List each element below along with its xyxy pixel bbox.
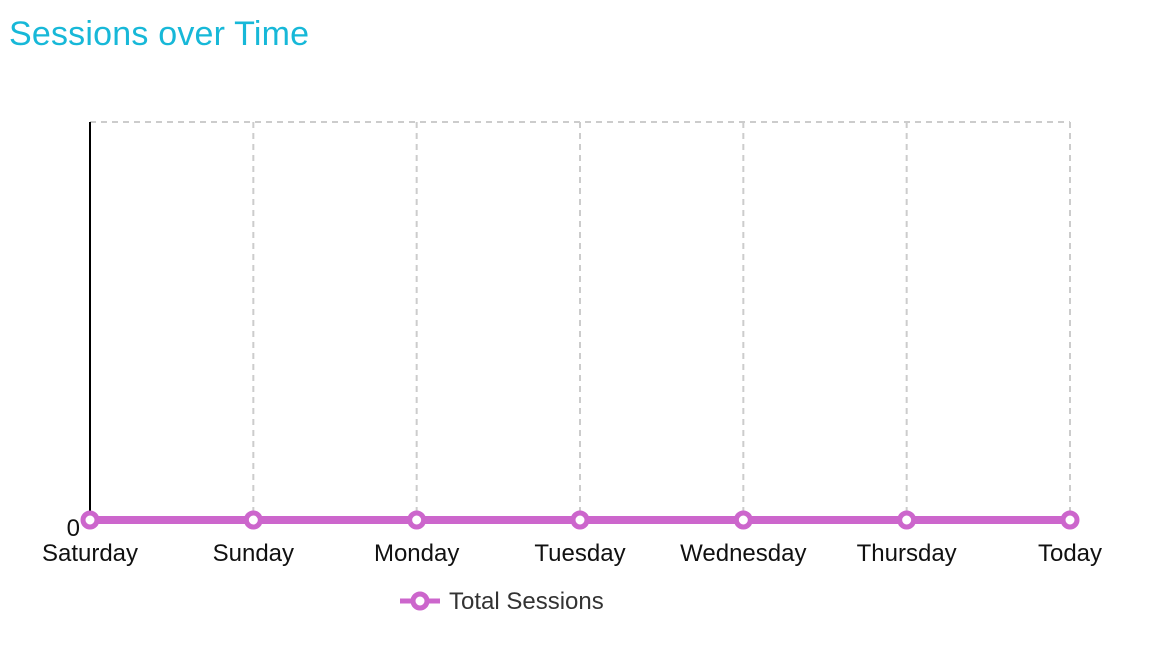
data-point — [570, 510, 590, 530]
y-tick-labels: 0 — [67, 515, 80, 542]
data-point — [80, 510, 100, 530]
data-point — [897, 510, 917, 530]
data-point — [407, 510, 427, 530]
legend-marker-icon — [410, 591, 430, 611]
x-tick-label: Wednesday — [680, 540, 806, 567]
x-tick-labels: Saturday Sunday Monday Tuesday Wednesday Thur… — [42, 540, 1102, 567]
chart-title: Sessions over Time — [9, 15, 310, 53]
x-tick-label: Sunday — [213, 540, 294, 567]
x-tick-label: Today — [1038, 540, 1102, 567]
legend[interactable]: Total Sessions — [400, 588, 604, 615]
x-tick-label: Tuesday — [534, 540, 625, 567]
data-point — [733, 510, 753, 530]
x-tick-label: Thursday — [857, 540, 957, 567]
data-point — [1060, 510, 1080, 530]
grid-lines — [90, 121, 1071, 520]
legend-label[interactable]: Total Sessions — [449, 588, 604, 615]
series-layer — [80, 510, 1080, 530]
x-tick-label: Monday — [374, 540, 459, 567]
x-tick-label: Saturday — [42, 540, 138, 567]
y-tick-label: 0 — [67, 515, 80, 542]
data-point — [243, 510, 263, 530]
